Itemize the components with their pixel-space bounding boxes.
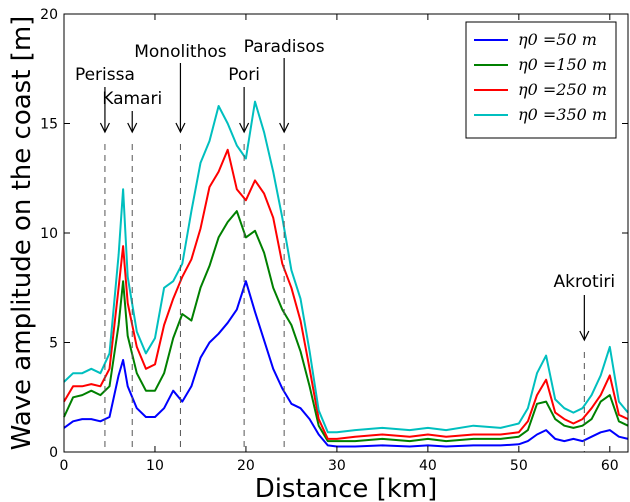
series-layer: [63, 100, 629, 448]
x-tick-label: 40: [419, 458, 437, 474]
y-tick-label: 5: [49, 336, 58, 352]
x-tick-label: 10: [146, 458, 164, 474]
annotation-arrow-head: [279, 122, 290, 134]
y-tick-label: 20: [40, 7, 58, 23]
legend-label: η0 =50 m: [518, 30, 597, 49]
annotation-label: Kamari: [102, 89, 162, 109]
x-tick-label: 50: [510, 458, 528, 474]
legend-label: η0 =250 m: [518, 80, 607, 99]
annotation-label: Monolithos: [134, 42, 227, 62]
x-axis-title: Distance [km]: [255, 474, 438, 502]
annotation-arrow-head: [127, 122, 138, 134]
annotation-label: Akrotiri: [554, 272, 616, 292]
y-axis-title: Wave amplitude on the coast [m]: [7, 16, 37, 451]
x-tick-label: 20: [237, 458, 255, 474]
x-tick-label: 0: [60, 458, 69, 474]
series-line-2: [63, 210, 629, 443]
annotation-arrow-head: [239, 122, 250, 134]
series-line-3: [63, 148, 629, 440]
annotation-arrow-head: [175, 122, 186, 134]
annotation-arrow-head: [579, 330, 590, 342]
y-tick-label: 0: [49, 445, 58, 461]
legend-box: [465, 21, 617, 139]
annotation-label: Perissa: [75, 65, 135, 85]
legend-label: η0 =350 m: [518, 105, 607, 124]
x-tick-label: 30: [328, 458, 346, 474]
annotation-label: Pori: [228, 65, 260, 85]
x-tick-label: 60: [601, 458, 619, 474]
series-line-1: [63, 280, 629, 448]
annotation-arrow-head: [99, 122, 110, 134]
tick-layer: 0 10 20 30 40 50 60 0 5 10 15 20: [40, 7, 628, 474]
legend: η0 =50 m η0 =150 m η0 =250 m η0 =350 m: [465, 21, 617, 139]
y-tick-label: 10: [40, 226, 58, 242]
legend-label: η0 =150 m: [518, 55, 607, 74]
y-tick-label: 15: [40, 117, 58, 133]
series-line-4: [63, 100, 629, 434]
annotation-label: Paradisos: [244, 37, 325, 57]
